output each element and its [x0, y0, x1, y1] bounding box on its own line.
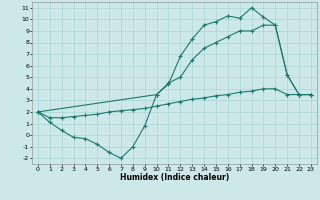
X-axis label: Humidex (Indice chaleur): Humidex (Indice chaleur): [120, 173, 229, 182]
